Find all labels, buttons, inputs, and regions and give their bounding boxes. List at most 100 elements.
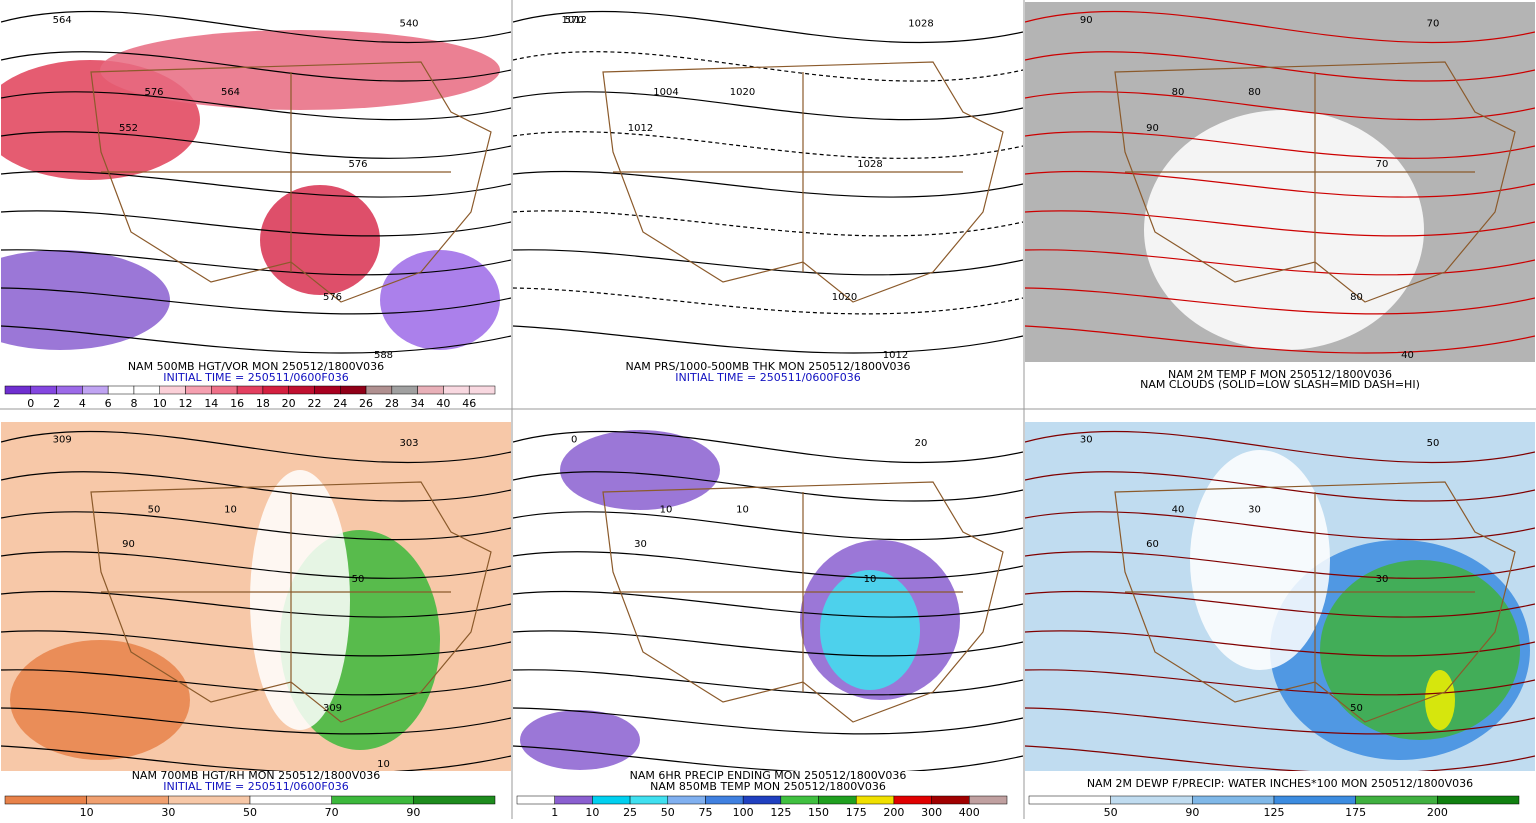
colorbar-label: 150 — [808, 806, 829, 819]
contour — [1, 325, 511, 354]
map-label: 303 — [399, 438, 418, 449]
map-label: 10 — [736, 504, 749, 515]
map-label: 540 — [399, 19, 418, 30]
map-label: 30 — [634, 539, 647, 550]
map-label: 30 — [1376, 574, 1389, 585]
map-label: 0 — [571, 434, 577, 445]
contour — [1, 745, 511, 771]
map-label: 1020 — [832, 292, 857, 303]
shaded-area — [560, 430, 720, 510]
colorbar-swatch — [168, 795, 251, 805]
colorbar-label: 2 — [53, 397, 60, 410]
map-label: 80 — [1172, 87, 1185, 98]
colorbar-swatch — [391, 385, 418, 395]
colorbar-label: 22 — [307, 397, 321, 410]
map-label: 576 — [323, 292, 342, 303]
contour — [1025, 590, 1535, 618]
caption: NAM 700MB HGT/RH MON 250512/1800V036 — [132, 769, 381, 782]
boundary — [1114, 61, 1516, 303]
colorbar-label: 26 — [359, 397, 373, 410]
shaded-area — [1425, 670, 1455, 730]
colorbar-swatch — [931, 795, 970, 805]
contour — [1025, 91, 1535, 121]
colorbar-swatch — [780, 795, 819, 805]
colorbar-label: 125 — [1264, 806, 1285, 819]
contour — [513, 511, 1023, 541]
contour — [1, 430, 511, 464]
map-label: 1012 — [628, 123, 653, 134]
contour — [1, 210, 511, 237]
contour — [1025, 210, 1535, 237]
colorbar-label: 18 — [256, 397, 270, 410]
contour — [513, 551, 1023, 579]
contour — [1, 249, 511, 276]
map-label: 564 — [221, 87, 240, 98]
contour — [1025, 287, 1535, 315]
colorbar-label: 10 — [80, 806, 94, 819]
contour — [1, 630, 511, 657]
contour — [1, 551, 511, 579]
map-label: 564 — [53, 15, 72, 26]
contour — [513, 91, 1023, 121]
boundary — [90, 481, 492, 723]
colorbar-label: 28 — [385, 397, 399, 410]
shaded-area — [380, 250, 500, 350]
colorbar-label: 12 — [179, 397, 193, 410]
caption: INITIAL TIME = 250511/0600F036 — [163, 780, 348, 793]
shaded-area — [10, 640, 190, 760]
shaded-area — [520, 710, 640, 770]
contour — [1025, 170, 1535, 198]
contour — [1025, 325, 1535, 354]
colorbar-label: 40 — [436, 397, 450, 410]
shaded-area — [820, 570, 920, 690]
map-label: 1020 — [730, 87, 755, 98]
map-label: 80 — [1350, 292, 1363, 303]
colorbar-swatch — [159, 385, 186, 395]
colorbar-swatch — [107, 385, 135, 395]
colorbar-swatch — [969, 795, 1008, 805]
map-label: 50 — [148, 504, 161, 515]
boundary — [1114, 481, 1516, 723]
colorbar-label: 90 — [1185, 806, 1199, 819]
map-label: 10 — [864, 574, 877, 585]
colorbar-label: 100 — [733, 806, 754, 819]
colorbar-swatch — [1273, 795, 1356, 805]
colorbar-swatch — [1028, 795, 1111, 805]
contour — [1025, 249, 1535, 276]
contour — [1025, 745, 1535, 771]
boundary — [90, 61, 492, 303]
colorbar-swatch — [314, 385, 341, 395]
colorbar-label: 300 — [921, 806, 942, 819]
colorbar-swatch — [742, 795, 782, 805]
colorbar-swatch — [1110, 795, 1193, 805]
colorbar-label: 46 — [462, 397, 476, 410]
weather-panel: 0 10 20 10 30 10 NAM 6HR PRECIP ENDING MON 250… — [513, 422, 1023, 819]
colorbar-swatch — [249, 795, 332, 805]
contour — [1025, 630, 1535, 657]
contour — [513, 249, 1023, 276]
colorbar-swatch — [592, 795, 631, 805]
contour — [1025, 551, 1535, 579]
colorbar-swatch — [417, 385, 444, 395]
colorbar-swatch — [185, 385, 212, 395]
contour — [513, 131, 1023, 159]
colorbar-swatch — [30, 385, 57, 395]
map-label: 50 — [352, 574, 365, 585]
colorbar-label: 8 — [130, 397, 137, 410]
colorbar-swatch — [629, 795, 669, 805]
map-label: 30 — [1080, 434, 1093, 445]
caption: INITIAL TIME = 250511/0600F036 — [675, 371, 860, 384]
contour — [1, 669, 511, 696]
map: 0 10 20 10 30 10 — [513, 430, 1023, 771]
map-label: 70 — [1427, 19, 1440, 30]
contour — [513, 590, 1023, 618]
map-background — [513, 2, 1023, 362]
contour — [513, 669, 1023, 696]
contour — [1, 511, 511, 541]
colorbar-label: 1 — [551, 806, 558, 819]
map-label: 10 — [660, 504, 673, 515]
map-label: 40 — [1172, 504, 1185, 515]
